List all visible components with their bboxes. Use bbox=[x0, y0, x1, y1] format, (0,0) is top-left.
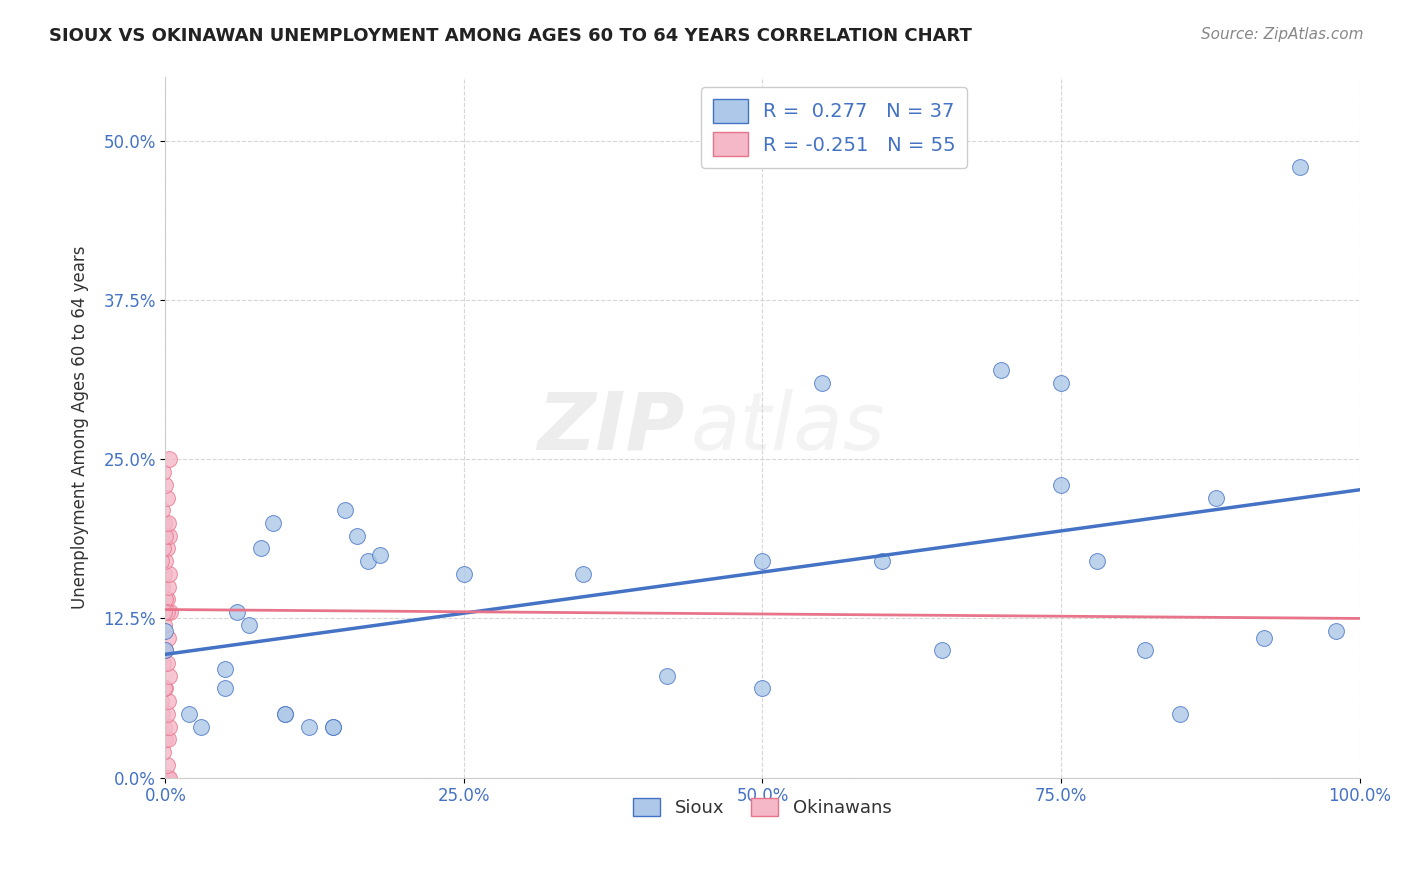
Point bbox=[1050, 376, 1073, 390]
Point bbox=[157, 566, 180, 581]
Point bbox=[322, 720, 344, 734]
Point bbox=[155, 643, 177, 657]
Point bbox=[156, 592, 179, 607]
Point bbox=[155, 554, 177, 568]
Point bbox=[346, 529, 368, 543]
Point bbox=[152, 745, 174, 759]
Point bbox=[453, 566, 475, 581]
Point bbox=[150, 503, 173, 517]
Point bbox=[150, 771, 173, 785]
Point bbox=[149, 694, 172, 708]
Point bbox=[152, 465, 174, 479]
Point bbox=[156, 771, 179, 785]
Point bbox=[1324, 624, 1347, 639]
Point bbox=[1253, 631, 1275, 645]
Point bbox=[370, 548, 392, 562]
Text: Source: ZipAtlas.com: Source: ZipAtlas.com bbox=[1201, 27, 1364, 42]
Point bbox=[156, 491, 179, 505]
Point bbox=[156, 516, 179, 530]
Point bbox=[751, 554, 773, 568]
Point bbox=[153, 566, 176, 581]
Point bbox=[156, 706, 179, 721]
Point bbox=[572, 566, 595, 581]
Point bbox=[322, 720, 344, 734]
Point bbox=[156, 694, 179, 708]
Point bbox=[150, 706, 173, 721]
Point bbox=[153, 617, 176, 632]
Point bbox=[298, 720, 321, 734]
Point bbox=[157, 669, 180, 683]
Point bbox=[156, 580, 179, 594]
Point bbox=[214, 681, 236, 696]
Point bbox=[1133, 643, 1156, 657]
Point bbox=[870, 554, 893, 568]
Point bbox=[751, 681, 773, 696]
Point bbox=[214, 662, 236, 676]
Point bbox=[150, 580, 173, 594]
Point bbox=[152, 656, 174, 670]
Point bbox=[157, 529, 180, 543]
Point bbox=[155, 732, 177, 747]
Point bbox=[190, 720, 212, 734]
Point bbox=[155, 592, 177, 607]
Point bbox=[226, 605, 249, 619]
Point bbox=[179, 706, 201, 721]
Point bbox=[149, 771, 172, 785]
Point bbox=[811, 376, 834, 390]
Point bbox=[262, 516, 284, 530]
Point bbox=[148, 771, 170, 785]
Point bbox=[153, 605, 176, 619]
Point bbox=[156, 771, 179, 785]
Point bbox=[152, 771, 174, 785]
Point bbox=[1085, 554, 1108, 568]
Point bbox=[156, 631, 179, 645]
Text: SIOUX VS OKINAWAN UNEMPLOYMENT AMONG AGES 60 TO 64 YEARS CORRELATION CHART: SIOUX VS OKINAWAN UNEMPLOYMENT AMONG AGE… bbox=[49, 27, 972, 45]
Point bbox=[155, 477, 177, 491]
Text: ZIP: ZIP bbox=[537, 389, 685, 467]
Point bbox=[150, 643, 173, 657]
Point bbox=[155, 624, 177, 639]
Point bbox=[149, 554, 172, 568]
Point bbox=[145, 771, 167, 785]
Point bbox=[156, 732, 179, 747]
Point bbox=[155, 529, 177, 543]
Point bbox=[155, 681, 177, 696]
Point bbox=[274, 706, 297, 721]
Point bbox=[152, 541, 174, 556]
Point bbox=[153, 720, 176, 734]
Text: atlas: atlas bbox=[690, 389, 886, 467]
Point bbox=[155, 771, 177, 785]
Point bbox=[1170, 706, 1192, 721]
Point bbox=[155, 771, 177, 785]
Point bbox=[1050, 477, 1073, 491]
Point bbox=[156, 656, 179, 670]
Point bbox=[155, 643, 177, 657]
Point bbox=[146, 771, 169, 785]
Point bbox=[148, 771, 170, 785]
Point bbox=[333, 503, 356, 517]
Point bbox=[156, 757, 179, 772]
Point bbox=[274, 706, 297, 721]
Point bbox=[655, 669, 678, 683]
Point bbox=[157, 771, 180, 785]
Point bbox=[157, 452, 180, 467]
Point bbox=[153, 681, 176, 696]
Point bbox=[156, 541, 179, 556]
Point bbox=[159, 605, 181, 619]
Point bbox=[238, 617, 260, 632]
Point bbox=[157, 720, 180, 734]
Point bbox=[152, 605, 174, 619]
Point bbox=[250, 541, 273, 556]
Legend: Sioux, Okinawans: Sioux, Okinawans bbox=[626, 790, 898, 824]
Point bbox=[990, 363, 1012, 377]
Point bbox=[1288, 160, 1310, 174]
Point bbox=[931, 643, 953, 657]
Point bbox=[153, 516, 176, 530]
Point bbox=[156, 605, 179, 619]
Point bbox=[1205, 491, 1227, 505]
Point bbox=[153, 771, 176, 785]
Point bbox=[357, 554, 380, 568]
Y-axis label: Unemployment Among Ages 60 to 64 years: Unemployment Among Ages 60 to 64 years bbox=[72, 246, 89, 609]
